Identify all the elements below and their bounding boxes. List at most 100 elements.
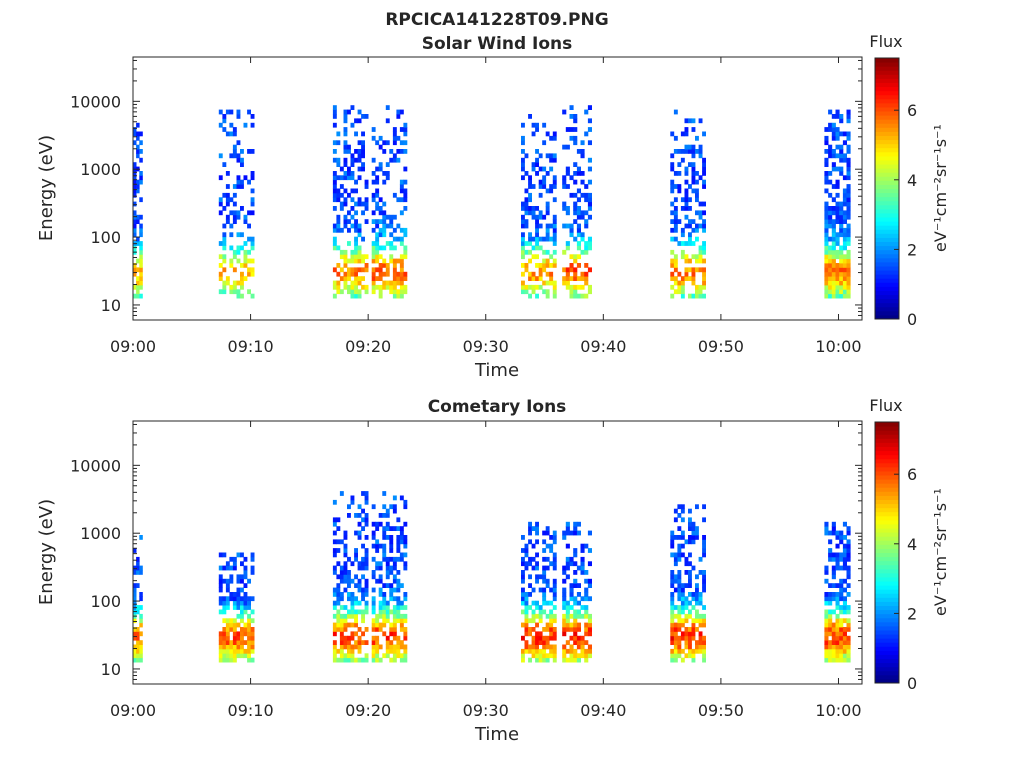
spectrogram-cell (691, 653, 696, 659)
spectrogram-cell (350, 592, 355, 597)
spectrogram-cell (535, 232, 539, 238)
spectrogram-cell (396, 605, 401, 610)
spectrogram-cell (343, 258, 348, 264)
spectrogram-cell (225, 280, 230, 286)
spectrogram-cell (364, 495, 369, 501)
spectrogram-cell (839, 609, 844, 615)
spectrogram-cell (218, 271, 223, 277)
spectrogram-cell (336, 280, 341, 286)
spectrogram-cell (839, 276, 844, 281)
spectrogram-cell (824, 600, 829, 606)
colorbar-unit-label: eV⁻¹cm⁻²sr⁻¹s⁻¹ (931, 124, 950, 252)
spectrogram-cell (695, 197, 699, 203)
spectrogram-cell (403, 592, 408, 597)
spectrogram-cell (133, 127, 137, 132)
spectrogram-cell (670, 131, 675, 137)
x-tick-label: 09:20 (345, 337, 391, 356)
spectrogram-cell (347, 644, 351, 650)
spectrogram-cell (339, 627, 344, 632)
spectrogram-cell (343, 114, 348, 119)
spectrogram-cell (828, 539, 833, 545)
spectrogram-cell (831, 131, 836, 137)
spectrogram-cell (684, 192, 689, 198)
spectrogram-cell (673, 556, 678, 562)
spectrogram-cell (218, 254, 223, 260)
spectrogram-cell (824, 271, 829, 277)
spectrogram-cell (545, 249, 550, 255)
spectrogram-cell (354, 618, 358, 624)
spectrogram-cell (347, 596, 351, 602)
plot-frame (132, 56, 863, 321)
spectrogram-cell (576, 627, 581, 632)
spectrogram-cell (576, 227, 581, 233)
spectrogram-cell (587, 127, 592, 132)
spectrogram-cell (549, 618, 554, 624)
spectrogram-cell (229, 648, 234, 654)
spectrogram-cell (139, 618, 143, 624)
spectrogram-cell (702, 605, 706, 610)
spectrogram-cell (371, 596, 376, 602)
spectrogram-cell (528, 241, 532, 246)
spectrogram-cell (565, 622, 570, 628)
spectrogram-cell (357, 635, 362, 641)
spectrogram-cell (538, 267, 543, 273)
spectrogram-cell (222, 241, 227, 246)
spectrogram-cell (343, 280, 348, 286)
spectrogram-cell (839, 249, 844, 255)
spectrogram-cell (702, 635, 706, 641)
spectrogram-cell (357, 258, 362, 264)
spectrogram-cell (531, 254, 536, 260)
spectrogram-cell (839, 289, 844, 295)
spectrogram-cell (343, 587, 348, 593)
spectrogram-cell (354, 271, 358, 277)
spectrogram-cell (378, 289, 383, 295)
spectrogram-cell (354, 530, 358, 536)
spectrogram-cell (139, 657, 143, 663)
spectrogram-cell (133, 227, 137, 233)
spectrogram-cell (524, 561, 529, 567)
spectrogram-cell (232, 653, 237, 659)
spectrogram-cell (824, 258, 829, 264)
spectrogram-cell (382, 149, 387, 154)
spectrogram-cell (371, 197, 376, 203)
spectrogram-cell (846, 592, 851, 597)
spectrogram-cell (339, 648, 344, 654)
spectrogram-cell (569, 561, 574, 567)
spectrogram-cell (828, 276, 833, 281)
spectrogram-cell (247, 631, 251, 637)
spectrogram-cell (828, 206, 833, 211)
spectrogram-cell (343, 131, 348, 137)
spectrogram-cell (240, 640, 244, 645)
spectrogram-cell (573, 609, 578, 615)
spectrogram-cell (573, 236, 578, 242)
spectrogram-cell (524, 188, 529, 194)
spectrogram-cell (343, 622, 348, 628)
colorbar-segment (875, 298, 899, 304)
spectrogram-cell (695, 574, 699, 580)
spectrogram-cell (680, 535, 685, 540)
spectrogram-cell (521, 162, 525, 167)
spectrogram-cell (361, 254, 365, 260)
spectrogram-cell (535, 613, 539, 619)
spectrogram-cell (218, 276, 223, 281)
spectrogram-cell (382, 219, 387, 224)
spectrogram-cell (336, 539, 341, 545)
spectrogram-cell (225, 184, 230, 189)
spectrogram-cell (680, 635, 685, 641)
spectrogram-cell (549, 635, 554, 641)
colorbar-segment (875, 106, 899, 112)
spectrogram-cell (378, 254, 383, 260)
spectrogram-cell (389, 241, 394, 246)
spectrogram-cell (580, 605, 585, 610)
spectrogram-cell (824, 521, 829, 527)
spectrogram-cell (684, 653, 689, 659)
spectrogram-cell (371, 179, 376, 185)
spectrogram-cell (673, 535, 678, 540)
colorbar-segment (875, 540, 899, 545)
spectrogram-cell (371, 276, 376, 281)
spectrogram-cell (680, 289, 685, 295)
spectrogram-cell (839, 565, 844, 571)
spectrogram-cell (670, 600, 675, 606)
spectrogram-cell (842, 552, 847, 558)
spectrogram-cell (702, 648, 706, 654)
